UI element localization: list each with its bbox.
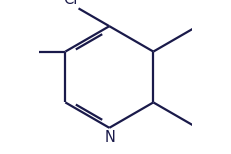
- Text: N: N: [105, 130, 116, 145]
- Text: Cl: Cl: [63, 0, 78, 7]
